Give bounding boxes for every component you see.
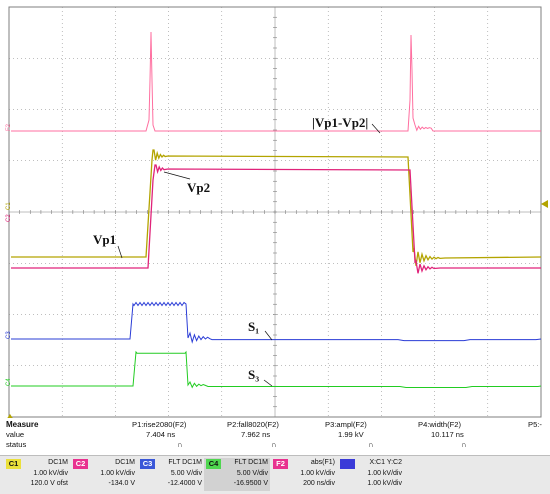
channel-descriptor-bar: C1 DC1M 1.00 kV/div 120.0 V ofst C2 DC1M… (0, 455, 550, 494)
math-f2-descriptor[interactable]: F2 abs(F1) 1.00 kV/div 200 ns/div (271, 458, 337, 491)
channel-c3-badge: C3 (140, 459, 155, 469)
channel-c3-descriptor[interactable]: C3 FLT DC1M 5.00 V/div -12.4000 V (138, 458, 204, 491)
channel-c4-coupling: FLT DC1M (234, 459, 268, 466)
marker-c4[interactable]: C4 (6, 378, 12, 386)
trace-c4-s3 (11, 350, 542, 389)
marker-c2[interactable]: C2 (6, 214, 12, 222)
math-f2-badge: F2 (273, 459, 288, 469)
measure-p4-value: 10.117 ns (431, 430, 464, 439)
measure-p3-header[interactable]: P3:ampl(F2) (325, 420, 367, 429)
channel-c3-offset: -12.4000 V (167, 480, 202, 487)
marker-c3[interactable]: C3 (6, 331, 12, 339)
label-s1: S₁ (248, 319, 259, 334)
status-p4-icon: ∩ (461, 440, 467, 449)
channel-c2-offset: -134.0 V (108, 480, 135, 487)
vp1-pointer (117, 245, 123, 259)
value-label: value (6, 430, 25, 439)
measure-p4-header[interactable]: P4:width(F2) (418, 420, 462, 429)
status-p1-icon: ∩ (177, 440, 183, 449)
marker-c1[interactable]: C1 (6, 202, 12, 210)
trace-c1-vp1 (11, 149, 542, 266)
measure-p3-value: 1.99 kV (338, 430, 364, 439)
channel-c1-descriptor[interactable]: C1 DC1M 1.00 kV/div 120.0 V ofst (4, 458, 70, 491)
measure-panel: Measure P1:rise2080(F2) P2:fall8020(F2) … (0, 420, 550, 454)
status-p2-icon: ∩ (271, 440, 277, 449)
channel-c4-badge: C4 (206, 459, 221, 469)
measure-p1-value: 7.404 ns (146, 430, 176, 439)
math-f2-scale: 1.00 kV/div (300, 470, 335, 477)
channel-c1-badge: C1 (6, 459, 21, 469)
xy-badge (340, 459, 355, 469)
measure-p5-header[interactable]: P5:- (528, 420, 542, 429)
vp2-pointer (163, 171, 191, 180)
s3-pointer (263, 379, 273, 387)
trigger-level-icon[interactable] (541, 200, 548, 208)
graticule-border (8, 6, 542, 418)
measure-p2-value: 7.962 ns (241, 430, 271, 439)
channel-c1-offset: 120.0 V ofst (30, 480, 68, 487)
xy-descriptor[interactable]: X:C1 Y:C2 1.00 kV/div 1.00 kV/div (338, 458, 404, 491)
channel-c2-scale: 1.00 kV/div (100, 470, 135, 477)
status-label: status (6, 440, 27, 449)
label-vp1: Vp1 (93, 232, 116, 247)
channel-c2-descriptor[interactable]: C2 DC1M 1.00 kV/div -134.0 V (71, 458, 137, 491)
channel-c3-coupling: FLT DC1M (168, 459, 202, 466)
measure-title: Measure (6, 420, 39, 429)
math-f2-function: abs(F1) (310, 459, 335, 466)
marker-f2[interactable]: F2 (6, 123, 12, 131)
status-p3-icon: ∩ (368, 440, 374, 449)
channel-c3-scale: 5.00 V/div (170, 470, 202, 477)
s1-pointer (264, 330, 273, 341)
channel-c1-scale: 1.00 kV/div (33, 470, 68, 477)
channel-c2-coupling: DC1M (115, 459, 135, 466)
math-f2-timebase: 200 ns/div (303, 480, 335, 487)
channel-c1-coupling: DC1M (48, 459, 68, 466)
label-abs-vp1-vp2: |Vp1-Vp2| (312, 115, 368, 130)
measure-p1-header[interactable]: P1:rise2080(F2) (132, 420, 187, 429)
label-vp2: Vp2 (187, 180, 210, 195)
trace-c2-vp2 (11, 164, 541, 274)
diff-pointer (371, 123, 381, 134)
channel-c2-badge: C2 (73, 459, 88, 469)
trace-f2-abs-diff (11, 31, 541, 132)
trace-c3-s1 (11, 301, 542, 344)
oscilloscope-screen: |Vp1-Vp2| Vp2 Vp1 S₁ S₃ F2 C1 C2 C3 C4 (6, 6, 548, 418)
xy-y-scale: 1.00 kV/div (367, 480, 402, 487)
trigger-position-icon[interactable] (6, 414, 14, 418)
xy-sources: X:C1 Y:C2 (369, 459, 402, 466)
measure-p2-header[interactable]: P2:fall8020(F2) (227, 420, 279, 429)
channel-c4-offset: -16.9500 V (233, 480, 268, 487)
xy-x-scale: 1.00 kV/div (367, 470, 402, 477)
channel-c4-scale: 5.00 V/div (236, 470, 268, 477)
channel-c4-descriptor[interactable]: C4 FLT DC1M 5.00 V/div -16.9500 V (204, 458, 270, 491)
graticule-grid (8, 6, 542, 418)
label-s3: S₃ (248, 367, 259, 382)
